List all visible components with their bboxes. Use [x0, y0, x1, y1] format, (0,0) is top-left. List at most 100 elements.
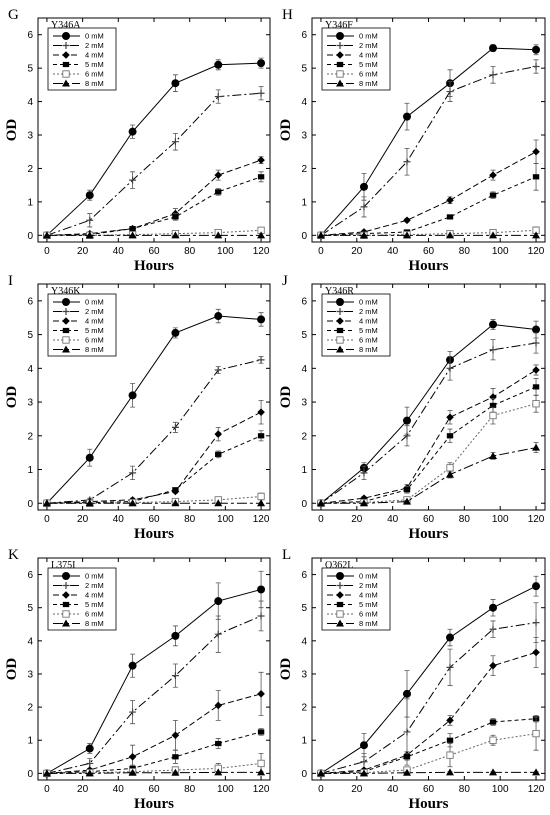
data-point: [532, 325, 541, 334]
data-point: [532, 62, 540, 70]
y-tick-label: 5: [27, 64, 33, 75]
data-point: [403, 216, 411, 225]
legend-label: 2 mM: [359, 307, 378, 316]
data-point: [446, 470, 455, 478]
data-point: [257, 408, 265, 416]
series-line: [46, 176, 262, 236]
y-tick-label: 6: [27, 30, 33, 41]
data-point: [446, 633, 455, 642]
series-line: [320, 447, 537, 504]
legend-marker: [62, 610, 70, 618]
legend-label: 0 mM: [359, 32, 378, 41]
legend-marker: [62, 70, 70, 78]
y-tick-label: 0: [301, 499, 307, 510]
y-tick-label: 6: [301, 570, 307, 581]
data-point: [257, 499, 266, 507]
legend-marker: [62, 345, 70, 353]
y-tick-label: 4: [27, 364, 33, 375]
data-point: [489, 736, 497, 744]
data-point: [42, 769, 51, 777]
data-point: [489, 719, 497, 725]
legend-label: 0 mM: [85, 32, 104, 41]
data-point: [489, 346, 497, 354]
data-point: [359, 769, 368, 777]
data-point: [86, 216, 94, 224]
x-axis-label: Hours: [408, 258, 448, 274]
x-tick-label: 80: [184, 784, 196, 795]
x-tick-label: 0: [318, 784, 324, 795]
data-point: [257, 231, 266, 239]
data-point: [257, 729, 265, 735]
y-tick-label: 3: [301, 669, 307, 680]
data-point: [489, 231, 498, 239]
data-point: [42, 499, 51, 507]
data-point: [171, 79, 180, 88]
y-axis-label: OD: [4, 386, 20, 409]
series-4-mm: [43, 671, 265, 778]
data-point: [446, 88, 454, 96]
data-point: [128, 127, 137, 136]
y-tick-label: 6: [301, 30, 307, 41]
data-point: [532, 729, 540, 738]
y-tick-label: 0: [27, 769, 33, 780]
x-axis-label: Hours: [134, 796, 174, 812]
legend-box: [321, 293, 391, 357]
data-point: [215, 740, 222, 747]
y-tick-label: 2: [301, 703, 307, 714]
y-tick-label: 6: [27, 296, 33, 307]
data-point: [42, 231, 51, 239]
legend-label: 4 mM: [85, 317, 104, 326]
data-point: [215, 189, 222, 195]
legend-label: 2 mM: [85, 41, 104, 50]
series-line: [46, 62, 262, 236]
legend-marker: [336, 601, 344, 608]
series-line: [46, 693, 262, 774]
y-tick-label: 5: [301, 64, 307, 75]
data-point: [214, 499, 223, 507]
series-6-mm: [43, 226, 265, 239]
legend: 0 mM2 mM4 mM5 mM6 mM8 mM: [47, 27, 117, 91]
series-line: [46, 615, 262, 774]
x-tick-label: 60: [148, 514, 160, 525]
data-point: [532, 400, 540, 408]
y-tick-label: 0: [27, 231, 33, 242]
data-point: [316, 499, 325, 507]
data-point: [446, 716, 454, 725]
y-tick-label: 1: [301, 465, 307, 476]
data-point: [402, 497, 411, 505]
data-point: [402, 416, 411, 425]
series-line: [46, 771, 262, 774]
data-point: [257, 156, 265, 164]
data-point: [532, 648, 540, 657]
data-point: [489, 320, 498, 329]
series-line: [46, 159, 262, 236]
legend-marker: [336, 345, 344, 353]
data-point: [129, 176, 137, 184]
y-tick-label: 5: [301, 603, 307, 614]
series-line: [320, 403, 537, 504]
series-5-mm: [317, 714, 540, 776]
legend-label: 2 mM: [359, 41, 378, 50]
data-point: [532, 231, 541, 239]
legend-label: 0 mM: [359, 572, 378, 581]
data-point: [85, 499, 94, 507]
data-point: [403, 728, 411, 736]
data-point: [403, 158, 411, 166]
legend-marker: [62, 308, 70, 315]
data-point: [489, 661, 497, 670]
legend-marker: [336, 582, 344, 589]
legend-label: 5 mM: [85, 326, 104, 335]
data-point: [402, 768, 411, 776]
legend-marker: [62, 79, 70, 87]
legend-marker: [336, 42, 344, 49]
x-tick-label: 0: [44, 246, 50, 257]
y-tick-label: 1: [27, 736, 33, 747]
x-tick-label: 120: [253, 784, 270, 795]
data-point: [446, 663, 454, 671]
x-tick-label: 60: [148, 784, 160, 795]
legend-marker: [62, 591, 70, 599]
legend-box: [47, 27, 117, 91]
